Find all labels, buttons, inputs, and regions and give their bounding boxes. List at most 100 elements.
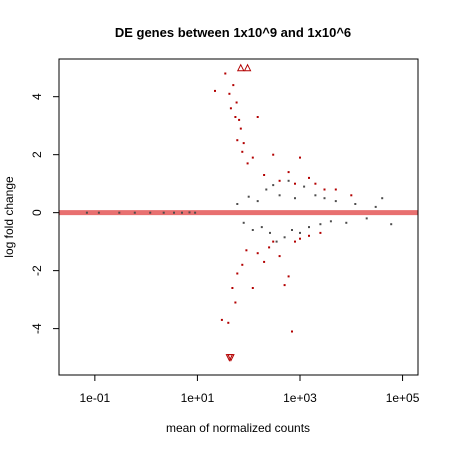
gene-point-30 xyxy=(323,197,326,200)
gene-point-23 xyxy=(291,229,293,231)
outlier-point-1 xyxy=(243,63,252,72)
de-gene-point-12 xyxy=(246,162,249,165)
gene-point-34 xyxy=(354,203,357,205)
de-gene-point-9 xyxy=(239,127,242,130)
gene-point-15 xyxy=(260,226,263,229)
gene-point-0 xyxy=(85,211,88,214)
gene-point-19 xyxy=(275,240,278,243)
gene-point-14 xyxy=(256,200,259,203)
de-gene-point-29 xyxy=(234,301,237,304)
gene-point-36 xyxy=(374,205,377,208)
de-gene-point-35 xyxy=(263,260,266,263)
de-gene-point-17 xyxy=(278,179,281,182)
de-gene-point-44 xyxy=(308,234,310,237)
de-gene-point-1 xyxy=(224,72,227,75)
de-gene-point-16 xyxy=(272,153,275,156)
de-gene-point-7 xyxy=(236,139,239,142)
de-gene-point-19 xyxy=(294,182,296,185)
x-tick-label-3: 1e+05 xyxy=(386,391,420,405)
de-gene-point-41 xyxy=(291,330,293,333)
de-gene-point-15 xyxy=(263,174,266,176)
gene-point-33 xyxy=(345,221,348,224)
de-gene-point-24 xyxy=(334,188,337,191)
de-gene-point-18 xyxy=(287,171,290,174)
de-gene-point-5 xyxy=(234,116,237,118)
y-tick-label-3: 2 xyxy=(30,151,44,158)
gene-point-31 xyxy=(329,220,332,223)
gene-point-16 xyxy=(265,188,268,191)
de-gene-point-37 xyxy=(272,240,275,243)
gene-point-25 xyxy=(299,231,301,234)
de-gene-point-13 xyxy=(251,156,254,159)
de-gene-point-31 xyxy=(241,263,244,266)
de-gene-point-36 xyxy=(268,246,271,249)
de-gene-point-10 xyxy=(241,150,244,153)
gene-point-5 xyxy=(162,211,165,214)
x-tick-label-1: 1e+01 xyxy=(181,391,215,405)
de-gene-point-40 xyxy=(287,275,290,278)
gene-point-20 xyxy=(278,194,281,197)
de-gene-point-11 xyxy=(242,142,245,145)
y-tick-label-1: -2 xyxy=(30,265,44,276)
gene-point-28 xyxy=(314,194,317,197)
de-gene-point-32 xyxy=(245,249,248,252)
x-tick-label-2: 1e+03 xyxy=(283,391,317,405)
gene-point-12 xyxy=(247,195,250,198)
de-gene-point-21 xyxy=(308,176,310,179)
de-gene-point-22 xyxy=(314,182,317,185)
gene-point-35 xyxy=(365,217,368,220)
de-gene-point-27 xyxy=(227,321,230,324)
de-gene-point-33 xyxy=(251,287,254,289)
y-tick-label-2: 0 xyxy=(30,209,44,216)
de-gene-point-38 xyxy=(278,255,281,258)
y-axis: -4 -2 0 2 4 xyxy=(30,93,60,334)
gene-point-2 xyxy=(118,211,121,214)
gene-point-9 xyxy=(194,211,197,214)
gene-point-27 xyxy=(308,226,310,229)
gene-point-18 xyxy=(272,184,275,187)
gene-point-3 xyxy=(133,211,136,214)
x-axis-label: mean of normalized counts xyxy=(166,421,310,435)
gene-point-29 xyxy=(319,223,322,226)
outlier-point-0 xyxy=(236,63,245,72)
outlier-point-3 xyxy=(227,354,235,362)
de-gene-point-43 xyxy=(299,237,301,240)
gene-point-11 xyxy=(242,221,245,224)
gene-point-13 xyxy=(251,229,254,231)
y-axis-label: log fold change xyxy=(2,176,16,258)
de-gene-point-8 xyxy=(238,118,241,121)
de-gene-point-42 xyxy=(294,240,296,243)
x-tick-label-0: 1e-01 xyxy=(79,391,110,405)
de-gene-point-34 xyxy=(256,252,259,255)
de-gene-point-2 xyxy=(228,92,231,95)
gene-point-26 xyxy=(303,185,306,188)
de-gene-point-25 xyxy=(350,194,353,197)
gene-point-7 xyxy=(181,211,183,214)
gene-point-8 xyxy=(188,211,191,214)
de-gene-point-45 xyxy=(319,231,322,234)
de-gene-point-28 xyxy=(231,287,234,289)
y-tick-label-0: -4 xyxy=(30,323,44,334)
y-tick-label-4: 4 xyxy=(30,93,44,100)
gene-point-10 xyxy=(236,203,239,205)
de-gene-point-23 xyxy=(323,188,326,191)
de-gene-point-30 xyxy=(236,272,239,275)
de-gene-point-6 xyxy=(235,101,238,104)
chart-title: DE genes between 1x10^9 and 1x10^6 xyxy=(115,25,351,40)
de-gene-point-20 xyxy=(299,156,301,159)
gene-point-32 xyxy=(334,200,337,203)
de-gene-point-39 xyxy=(283,284,286,287)
gene-point-6 xyxy=(173,211,175,214)
de-gene-point-14 xyxy=(256,116,259,118)
plot-frame xyxy=(58,58,419,376)
de-gene-point-4 xyxy=(232,84,235,87)
gene-point-4 xyxy=(149,211,152,214)
de-gene-point-26 xyxy=(220,318,223,321)
gene-point-37 xyxy=(381,197,384,200)
gene-point-38 xyxy=(390,223,393,226)
plot-area xyxy=(59,63,418,362)
gene-point-22 xyxy=(287,179,290,182)
gene-point-17 xyxy=(269,231,271,234)
gene-point-1 xyxy=(97,211,100,214)
